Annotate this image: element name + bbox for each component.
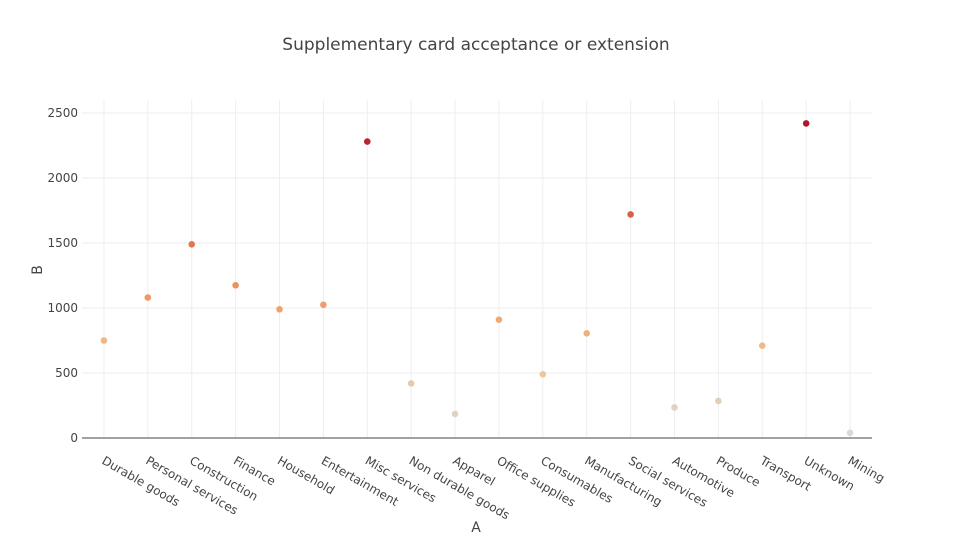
- data-point: [715, 397, 722, 405]
- y-tick-label: 2500: [47, 106, 78, 120]
- y-tick-label: 500: [55, 366, 78, 380]
- data-points: [100, 120, 854, 437]
- x-tick-label: Durable goods: [99, 453, 182, 509]
- grid-lines: [82, 100, 872, 439]
- data-point: [232, 281, 239, 289]
- data-point: [100, 337, 108, 344]
- y-tick-label: 2000: [47, 171, 78, 185]
- data-point: [276, 306, 283, 313]
- data-point: [407, 380, 415, 387]
- data-point: [451, 410, 459, 418]
- data-point: [846, 429, 854, 437]
- data-point: [495, 316, 503, 324]
- data-point: [539, 371, 547, 378]
- y-tick-label: 1000: [47, 301, 78, 315]
- y-axis-title: B: [30, 265, 46, 275]
- data-point: [583, 330, 591, 337]
- y-tick-label: 0: [70, 431, 78, 445]
- data-point: [363, 138, 371, 145]
- chart-title: Supplementary card acceptance or extensi…: [282, 35, 669, 55]
- data-point: [758, 342, 766, 350]
- x-tick-label: Office supplies: [494, 453, 577, 509]
- data-point: [144, 294, 152, 301]
- data-point: [671, 404, 678, 411]
- data-point: [627, 211, 634, 218]
- y-tick-labels: 0 500 1000 1500 2000 2500: [47, 106, 78, 445]
- data-point: [320, 301, 327, 309]
- data-point: [188, 241, 196, 248]
- x-axis-title: A: [471, 520, 481, 535]
- data-point: [802, 120, 810, 127]
- y-tick-label: 1500: [47, 236, 78, 250]
